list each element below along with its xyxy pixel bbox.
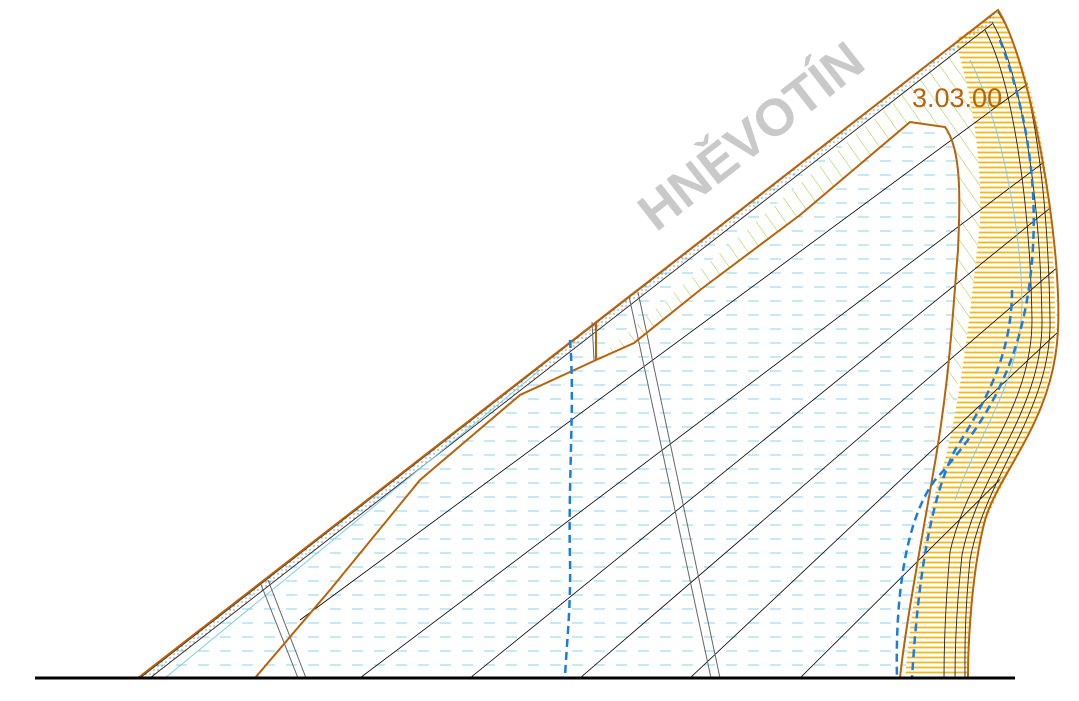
parcel-code-label: 3.03.00 bbox=[912, 83, 1002, 113]
path-lines bbox=[259, 291, 721, 679]
boundary-lines bbox=[137, 8, 1060, 679]
light-blue-line bbox=[164, 59, 1023, 679]
stream-lines bbox=[563, 39, 1035, 679]
